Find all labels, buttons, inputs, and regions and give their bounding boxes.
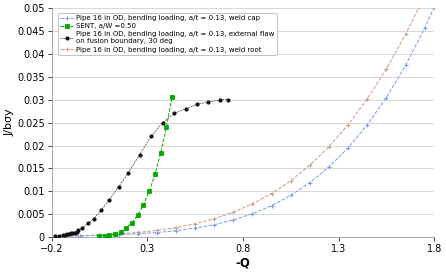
Pipe 16 in OD, bending loading, a/t = 0.13, external flaw
on fusion boundary, 30 deg <box>160 121 165 124</box>
Pipe 16 in OD, bending loading, a/t = 0.13, weld cap <box>116 233 121 236</box>
Pipe 16 in OD, bending loading, a/t = 0.13, external flaw
on fusion boundary, 30 deg <box>149 135 154 138</box>
Pipe 16 in OD, bending loading, a/t = 0.13, external flaw
on fusion boundary, 30 deg <box>137 153 142 156</box>
Pipe 16 in OD, bending loading, a/t = 0.13, weld cap <box>422 27 427 30</box>
SENT, a/W =0.50 <box>164 126 169 129</box>
Pipe 16 in OD, bending loading, a/t = 0.13, weld root <box>346 123 351 126</box>
Pipe 16 in OD, bending loading, a/t = 0.13, external flaw
on fusion boundary, 30 deg <box>217 98 223 101</box>
Pipe 16 in OD, bending loading, a/t = 0.13, weld cap <box>192 227 198 230</box>
Pipe 16 in OD, bending loading, a/t = 0.13, weld cap <box>135 232 140 235</box>
Pipe 16 in OD, bending loading, a/t = 0.13, weld root <box>78 234 83 238</box>
Pipe 16 in OD, bending loading, a/t = 0.13, weld cap <box>62 235 68 238</box>
Pipe 16 in OD, bending loading, a/t = 0.13, external flaw
on fusion boundary, 30 deg <box>79 226 85 230</box>
SENT, a/W =0.50 <box>152 173 157 176</box>
Pipe 16 in OD, bending loading, a/t = 0.13, weld root <box>307 164 313 167</box>
Pipe 16 in OD, bending loading, a/t = 0.13, external flaw
on fusion boundary, 30 deg <box>57 234 62 237</box>
Pipe 16 in OD, bending loading, a/t = 0.13, external flaw
on fusion boundary, 30 deg <box>62 233 68 236</box>
Pipe 16 in OD, bending loading, a/t = 0.13, weld cap <box>269 204 274 207</box>
Pipe 16 in OD, bending loading, a/t = 0.13, external flaw
on fusion boundary, 30 deg <box>85 222 91 225</box>
Pipe 16 in OD, bending loading, a/t = 0.13, external flaw
on fusion boundary, 30 deg <box>125 171 131 175</box>
Pipe 16 in OD, bending loading, a/t = 0.13, weld cap <box>250 212 255 215</box>
Pipe 16 in OD, bending loading, a/t = 0.13, weld root <box>326 145 332 148</box>
Pipe 16 in OD, bending loading, a/t = 0.13, weld root <box>62 235 68 238</box>
Pipe 16 in OD, bending loading, a/t = 0.13, weld cap <box>364 123 370 126</box>
Pipe 16 in OD, bending loading, a/t = 0.13, external flaw
on fusion boundary, 30 deg <box>206 100 211 104</box>
Pipe 16 in OD, bending loading, a/t = 0.13, weld root <box>250 202 255 206</box>
SENT, a/W =0.50 <box>141 203 146 206</box>
Pipe 16 in OD, bending loading, a/t = 0.13, external flaw
on fusion boundary, 30 deg <box>61 234 66 237</box>
Pipe 16 in OD, bending loading, a/t = 0.13, weld cap <box>154 231 160 234</box>
Pipe 16 in OD, bending loading, a/t = 0.13, weld root <box>154 229 160 232</box>
Pipe 16 in OD, bending loading, a/t = 0.13, external flaw
on fusion boundary, 30 deg <box>66 232 71 236</box>
Pipe 16 in OD, bending loading, a/t = 0.13, weld cap <box>326 165 332 169</box>
Pipe 16 in OD, bending loading, a/t = 0.13, weld cap <box>211 223 217 226</box>
Pipe 16 in OD, bending loading, a/t = 0.13, external flaw
on fusion boundary, 30 deg <box>68 232 74 235</box>
Pipe 16 in OD, bending loading, a/t = 0.13, weld root <box>384 67 389 71</box>
Pipe 16 in OD, bending loading, a/t = 0.13, weld cap <box>288 194 293 197</box>
Pipe 16 in OD, bending loading, a/t = 0.13, weld cap <box>97 234 102 237</box>
SENT, a/W =0.50 <box>124 226 129 230</box>
Pipe 16 in OD, bending loading, a/t = 0.13, external flaw
on fusion boundary, 30 deg <box>74 230 79 233</box>
SENT, a/W =0.50 <box>106 234 112 237</box>
Pipe 16 in OD, bending loading, a/t = 0.13, weld root <box>416 5 421 9</box>
SENT, a/W =0.50 <box>135 213 140 217</box>
Pipe 16 in OD, bending loading, a/t = 0.13, weld cap <box>78 234 83 238</box>
Pipe 16 in OD, bending loading, a/t = 0.13, external flaw
on fusion boundary, 30 deg <box>225 98 230 101</box>
Pipe 16 in OD, bending loading, a/t = 0.13, external flaw
on fusion boundary, 30 deg <box>72 231 77 234</box>
Pipe 16 in OD, bending loading, a/t = 0.13, weld root <box>97 233 102 237</box>
Pipe 16 in OD, bending loading, a/t = 0.13, weld cap <box>346 146 351 149</box>
Pipe 16 in OD, bending loading, a/t = 0.13, external flaw
on fusion boundary, 30 deg <box>116 185 121 189</box>
SENT, a/W =0.50 <box>112 232 117 236</box>
Pipe 16 in OD, bending loading, a/t = 0.13, external flaw
on fusion boundary, 30 deg <box>64 233 70 236</box>
SENT, a/W =0.50 <box>147 190 152 193</box>
Y-axis label: J/bσy: J/bσy <box>4 109 14 136</box>
Pipe 16 in OD, bending loading, a/t = 0.13, weld cap <box>173 229 179 232</box>
X-axis label: -Q: -Q <box>235 257 250 270</box>
Pipe 16 in OD, bending loading, a/t = 0.13, external flaw
on fusion boundary, 30 deg <box>99 208 104 211</box>
Pipe 16 in OD, bending loading, a/t = 0.13, weld cap <box>432 5 437 9</box>
Legend: Pipe 16 in OD, bending loading, a/t = 0.13, weld cap, SENT, a/W =0.50, Pipe 16 i: Pipe 16 in OD, bending loading, a/t = 0.… <box>58 13 277 55</box>
Line: Pipe 16 in OD, bending loading, a/t = 0.13, weld root: Pipe 16 in OD, bending loading, a/t = 0.… <box>62 5 421 239</box>
Pipe 16 in OD, bending loading, a/t = 0.13, weld root <box>116 232 121 236</box>
SENT, a/W =0.50 <box>169 95 175 98</box>
Line: SENT, a/W =0.50: SENT, a/W =0.50 <box>97 95 174 238</box>
Pipe 16 in OD, bending loading, a/t = 0.13, weld cap <box>403 64 408 67</box>
SENT, a/W =0.50 <box>118 230 123 233</box>
Pipe 16 in OD, bending loading, a/t = 0.13, weld root <box>135 231 140 234</box>
Pipe 16 in OD, bending loading, a/t = 0.13, weld cap <box>231 218 236 222</box>
SENT, a/W =0.50 <box>97 235 102 238</box>
SENT, a/W =0.50 <box>158 152 163 155</box>
Pipe 16 in OD, bending loading, a/t = 0.13, external flaw
on fusion boundary, 30 deg <box>106 199 112 202</box>
Pipe 16 in OD, bending loading, a/t = 0.13, external flaw
on fusion boundary, 30 deg <box>194 103 200 106</box>
Pipe 16 in OD, bending loading, a/t = 0.13, weld root <box>192 222 198 226</box>
Pipe 16 in OD, bending loading, a/t = 0.13, external flaw
on fusion boundary, 30 deg <box>183 107 188 110</box>
Pipe 16 in OD, bending loading, a/t = 0.13, external flaw
on fusion boundary, 30 deg <box>91 217 96 221</box>
Pipe 16 in OD, bending loading, a/t = 0.13, weld root <box>211 217 217 220</box>
Pipe 16 in OD, bending loading, a/t = 0.13, weld root <box>173 226 179 229</box>
Pipe 16 in OD, bending loading, a/t = 0.13, weld cap <box>384 96 389 99</box>
Pipe 16 in OD, bending loading, a/t = 0.13, weld root <box>288 179 293 182</box>
Pipe 16 in OD, bending loading, a/t = 0.13, weld cap <box>307 181 313 184</box>
Pipe 16 in OD, bending loading, a/t = 0.13, external flaw
on fusion boundary, 30 deg <box>171 112 177 115</box>
Pipe 16 in OD, bending loading, a/t = 0.13, external flaw
on fusion boundary, 30 deg <box>53 235 58 238</box>
Pipe 16 in OD, bending loading, a/t = 0.13, weld root <box>231 210 236 214</box>
Pipe 16 in OD, bending loading, a/t = 0.13, external flaw
on fusion boundary, 30 deg <box>70 231 75 235</box>
Line: Pipe 16 in OD, bending loading, a/t = 0.13, weld cap: Pipe 16 in OD, bending loading, a/t = 0.… <box>62 5 437 239</box>
Pipe 16 in OD, bending loading, a/t = 0.13, external flaw
on fusion boundary, 30 deg <box>76 229 81 232</box>
SENT, a/W =0.50 <box>129 221 135 224</box>
SENT, a/W =0.50 <box>103 234 108 237</box>
Pipe 16 in OD, bending loading, a/t = 0.13, weld root <box>364 97 370 101</box>
Line: Pipe 16 in OD, bending loading, a/t = 0.13, external flaw
on fusion boundary, 30 deg: Pipe 16 in OD, bending loading, a/t = 0.… <box>53 97 231 239</box>
Pipe 16 in OD, bending loading, a/t = 0.13, weld root <box>269 192 274 195</box>
Pipe 16 in OD, bending loading, a/t = 0.13, weld root <box>403 33 408 36</box>
